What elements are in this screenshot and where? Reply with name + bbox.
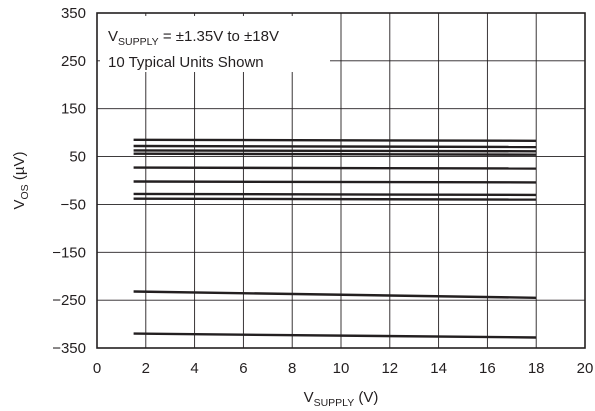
x-axis-title-subscript: SUPPLY	[314, 397, 355, 409]
x-tick-label: 6	[239, 360, 247, 377]
x-tick-label: 12	[381, 360, 398, 377]
y-tick-label: −350	[52, 340, 86, 357]
series-line-9	[133, 290, 537, 299]
series-line-10	[133, 332, 537, 339]
grid-lines	[97, 13, 585, 348]
series-line-8	[133, 197, 537, 201]
annotation-v-subscript: SUPPLY	[118, 36, 159, 48]
x-tick-label: 10	[333, 360, 350, 377]
y-tick-label: −50	[61, 196, 86, 213]
x-tick-label: 4	[190, 360, 198, 377]
x-axis-title: VSUPPLY (V)	[304, 389, 379, 409]
y-axis-title-subscript: OS	[19, 184, 31, 199]
y-axis-title-unit: (µV)	[11, 152, 28, 185]
y-tick-label: −150	[52, 244, 86, 261]
series-line-1	[133, 138, 537, 142]
x-axis-title-unit: (V)	[354, 389, 378, 406]
annotation-v: V	[108, 28, 118, 45]
x-tick-label: 14	[430, 360, 447, 377]
series-line-2	[133, 144, 537, 149]
x-tick-label: 8	[288, 360, 296, 377]
x-axis-title-main: V	[304, 389, 314, 406]
series-line-6	[133, 180, 537, 184]
y-tick-label: 350	[61, 5, 86, 22]
y-tick-label: 50	[69, 149, 86, 166]
y-tick-labels: 350 250 150 50 −50 −150 −250 −350	[52, 5, 86, 357]
y-tick-label: 250	[61, 53, 86, 70]
y-tick-label: −250	[52, 292, 86, 309]
x-tick-label: 16	[479, 360, 496, 377]
plot-frame	[96, 12, 586, 349]
annotation-box: VSUPPLY = ±1.35V to ±18V 10 Typical Unit…	[100, 16, 330, 72]
data-series-group	[133, 138, 537, 339]
x-tick-label: 2	[142, 360, 150, 377]
series-line-5	[133, 166, 537, 170]
annotation-background	[100, 16, 330, 72]
series-line-7	[133, 192, 537, 197]
annotation-range-text: = ±1.35V to ±18V	[159, 28, 279, 45]
y-tick-label: 150	[61, 101, 86, 118]
y-axis-title-main: V	[11, 199, 28, 209]
annotation-supply-range: VSUPPLY = ±1.35V to ±18V	[108, 28, 279, 48]
x-tick-label: 20	[577, 360, 594, 377]
x-tick-label: 18	[528, 360, 545, 377]
annotation-units-shown: 10 Typical Units Shown	[108, 54, 264, 71]
y-axis-title: VOS (µV)	[11, 152, 31, 210]
series-line-4	[133, 152, 537, 156]
series-line-3	[133, 149, 537, 153]
x-tick-labels: 0 2 4 6 8 10 12 14 16 18 20	[93, 360, 594, 377]
x-tick-label: 0	[93, 360, 101, 377]
